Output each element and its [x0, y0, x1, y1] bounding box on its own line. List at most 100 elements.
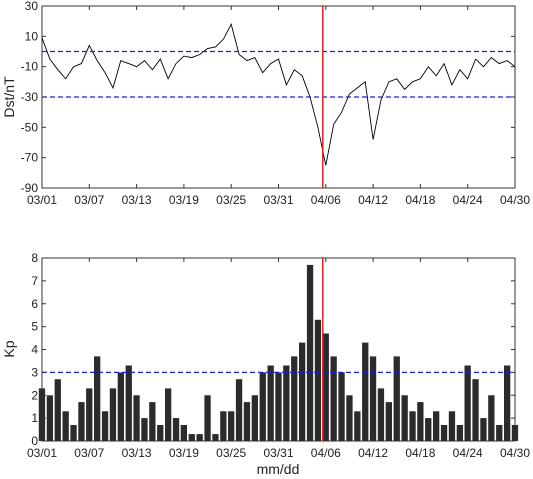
kp-bar: [62, 411, 69, 441]
kp-bar: [511, 425, 519, 441]
kp-bar: [306, 264, 314, 441]
kp-bar: [433, 411, 440, 441]
kp-y-tick-label: 6: [31, 297, 38, 311]
kp-y-tick-label: 0: [31, 434, 38, 448]
dst-marks: [41, 6, 516, 188]
kp-x-tick-label: 04/24: [453, 446, 483, 460]
kp-bar: [235, 379, 243, 441]
kp-bar: [299, 342, 306, 441]
kp-bar: [504, 365, 511, 441]
kp-bar: [243, 402, 251, 441]
kp-bar: [267, 365, 274, 441]
kp-y-tick-label: 8: [31, 251, 38, 265]
kp-bar: [78, 402, 85, 441]
kp-bar: [385, 402, 392, 441]
kp-bar: [283, 365, 290, 441]
kp-x-tick-label: 04/18: [405, 446, 435, 460]
kp-marks: [38, 258, 519, 442]
kp-x-tick-label: 03/31: [263, 446, 293, 460]
kp-y-tick-label: 3: [31, 365, 38, 379]
dst-y-tick-label: -50: [21, 120, 39, 134]
kp-bar: [46, 395, 53, 442]
kp-y-axis-label: Kp: [1, 340, 17, 357]
dst-panel: -90 -70 -50 -30 -10 10 30 03/01 03/07 03/13 03/19…: [1, 0, 530, 207]
kp-bar: [401, 395, 408, 442]
kp-bar: [354, 411, 361, 441]
kp-bar: [456, 425, 463, 441]
kp-bar: [180, 425, 187, 441]
kp-bar: [196, 434, 203, 441]
kp-bar: [212, 434, 219, 441]
kp-bar: [314, 319, 322, 441]
kp-x-ticks: 03/01 03/07 03/13 03/19 03/25 03/31 04/06 04/12…: [27, 258, 530, 460]
kp-bar: [141, 418, 148, 441]
kp-bar: [409, 411, 416, 441]
kp-bar: [338, 372, 345, 441]
kp-bar: [54, 379, 61, 441]
dst-y-tick-label: -90: [21, 181, 39, 195]
dst-x-tick-label: 03/13: [122, 193, 152, 207]
kp-bar: [346, 395, 353, 442]
kp-y-ticks: 0 1 2 3 4 5 6 7 8: [31, 251, 515, 448]
kp-bar: [157, 425, 164, 441]
kp-bar: [362, 342, 369, 441]
kp-bar: [70, 425, 77, 441]
kp-bar: [259, 372, 266, 441]
dst-x-tick-label: 04/30: [500, 193, 530, 207]
dst-y-tick-label: 10: [25, 29, 39, 43]
kp-y-tick-label: 1: [31, 411, 38, 425]
kp-bar: [125, 365, 132, 441]
dst-series-line: [41, 22, 516, 166]
kp-bar: [322, 333, 329, 441]
kp-x-tick-label: 04/12: [358, 446, 388, 460]
kp-bar: [149, 402, 156, 441]
kp-x-tick-label: 03/25: [216, 446, 246, 460]
kp-x-tick-label: 03/01: [27, 446, 57, 460]
kp-bar: [251, 395, 258, 442]
kp-bar: [188, 434, 195, 441]
dst-y-tick-label: 30: [25, 0, 39, 13]
dst-x-tick-label: 03/01: [27, 193, 57, 207]
kp-bar: [101, 411, 109, 441]
kp-bar: [117, 372, 124, 441]
kp-bar: [377, 388, 385, 441]
kp-bar: [393, 356, 400, 441]
kp-x-axis-label: mm/dd: [257, 461, 300, 477]
kp-bar: [448, 411, 456, 441]
dst-y-axis-label: Dst/nT: [1, 76, 17, 118]
kp-bar: [369, 356, 377, 441]
dst-x-tick-label: 04/18: [405, 193, 435, 207]
kp-bar: [86, 388, 93, 441]
dst-x-tick-label: 03/31: [263, 193, 293, 207]
kp-bar: [488, 395, 495, 442]
dst-x-tick-label: 03/19: [169, 193, 199, 207]
kp-y-tick-label: 4: [31, 343, 38, 357]
kp-bar: [220, 411, 227, 441]
kp-y-tick-label: 2: [31, 388, 38, 402]
kp-bar: [291, 356, 298, 441]
dst-y-tick-label: -70: [21, 151, 39, 165]
kp-bar: [496, 425, 503, 441]
kp-panel: 0 1 2 3 4 5 6 7 8 03/01 03/07 03/13 03/19 03/25 03/31…: [1, 251, 530, 477]
dst-y-tick-label: -30: [21, 90, 39, 104]
kp-bar: [440, 425, 448, 441]
kp-x-tick-label: 03/07: [74, 446, 104, 460]
kp-bar: [133, 395, 140, 442]
dst-x-tick-label: 03/07: [74, 193, 104, 207]
dst-x-tick-label: 04/24: [453, 193, 483, 207]
dst-x-ticks: 03/01 03/07 03/13 03/19 03/25 03/31 04/06 04/12…: [27, 6, 530, 207]
kp-bar: [464, 365, 471, 441]
kp-bar: [417, 402, 424, 441]
kp-y-tick-label: 5: [31, 320, 38, 334]
kp-bar: [472, 379, 479, 441]
kp-bar: [275, 372, 282, 441]
kp-x-tick-label: 04/06: [311, 446, 341, 460]
dst-x-tick-label: 04/06: [311, 193, 341, 207]
kp-bar: [94, 356, 101, 441]
kp-bar: [109, 388, 117, 441]
kp-x-tick-label: 04/30: [500, 446, 530, 460]
kp-y-tick-label: 7: [31, 274, 38, 288]
kp-x-tick-label: 03/19: [169, 446, 199, 460]
kp-bar: [480, 418, 487, 441]
